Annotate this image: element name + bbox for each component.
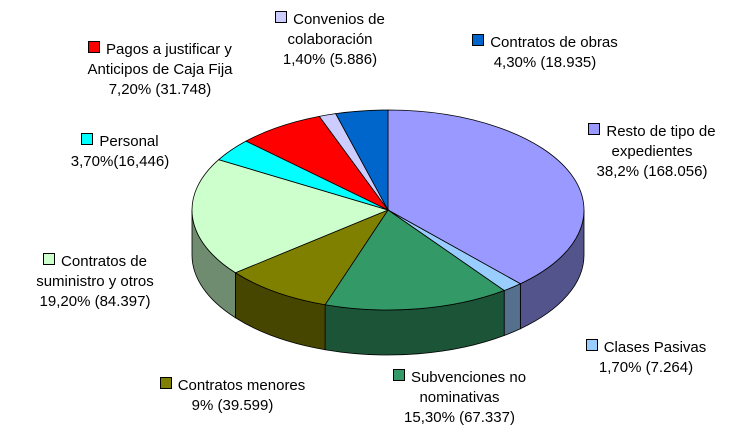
value-label: 19,20% (84.397) — [39, 293, 151, 310]
value-label: 9% (39.599) — [191, 397, 274, 414]
legend-swatch — [392, 369, 405, 381]
category-label: Personal — [99, 133, 159, 150]
value-label: 38,2% (168.056) — [596, 163, 708, 180]
value-label: 15,30% (67.337) — [404, 409, 515, 426]
legend-swatch — [81, 133, 94, 145]
slice — [234, 209, 390, 306]
category-label: Contratos menores — [177, 377, 306, 394]
slice — [324, 209, 506, 311]
slice-label: Convenios de colaboración 1,40% (5.886) — [255, 10, 405, 70]
category-label: Convenios de colaboración — [287, 11, 385, 48]
slice-label: Pagos a justificar y Anticipos de Caja F… — [50, 40, 270, 100]
slice-label: Contratos de suministro y otros 19,20% (8… — [0, 252, 190, 312]
legend-swatch — [588, 123, 601, 135]
slice-label: Contratos de obras 4,30% (18.935) — [455, 33, 635, 73]
value-label: 1,70% (7.264) — [598, 359, 694, 376]
category-label: Contratos de obras — [490, 34, 618, 51]
category-label: Subvenciones no nominativas — [410, 369, 527, 406]
legend-swatch — [585, 339, 598, 351]
slice-side — [503, 283, 521, 337]
category-label: Clases Pasivas — [603, 339, 707, 356]
category-label: Contratos de suministro y otros — [36, 253, 154, 290]
value-label: 4,30% (18.935) — [493, 54, 597, 71]
category-label: Resto de tipo de expedientes — [606, 123, 716, 160]
legend-swatch — [472, 34, 485, 46]
slice-label: Personal 3,70%(16,446) — [45, 132, 195, 172]
slice-label: Contratos menores 9% (39.599) — [140, 376, 325, 416]
legend-swatch — [88, 41, 101, 53]
value-label: 7,20% (31.748) — [108, 81, 212, 98]
slice — [387, 109, 585, 285]
category-label: Pagos a justificar y Anticipos de Caja F… — [87, 41, 233, 78]
slice-label: Resto de tipo de expedientes 38,2% (168.0… — [572, 122, 732, 182]
slice-label: Clases Pasivas 1,70% (7.264) — [566, 338, 726, 378]
legend-swatch — [43, 253, 56, 265]
value-label: 1,40% (5.886) — [282, 51, 378, 68]
slice — [335, 109, 389, 211]
slice — [191, 159, 390, 274]
legend-swatch — [159, 377, 172, 389]
slice-label: Subvenciones no nominativas 15,30% (67.33… — [372, 368, 547, 428]
legend-swatch — [275, 11, 288, 23]
value-label: 3,70%(16,446) — [70, 153, 170, 170]
